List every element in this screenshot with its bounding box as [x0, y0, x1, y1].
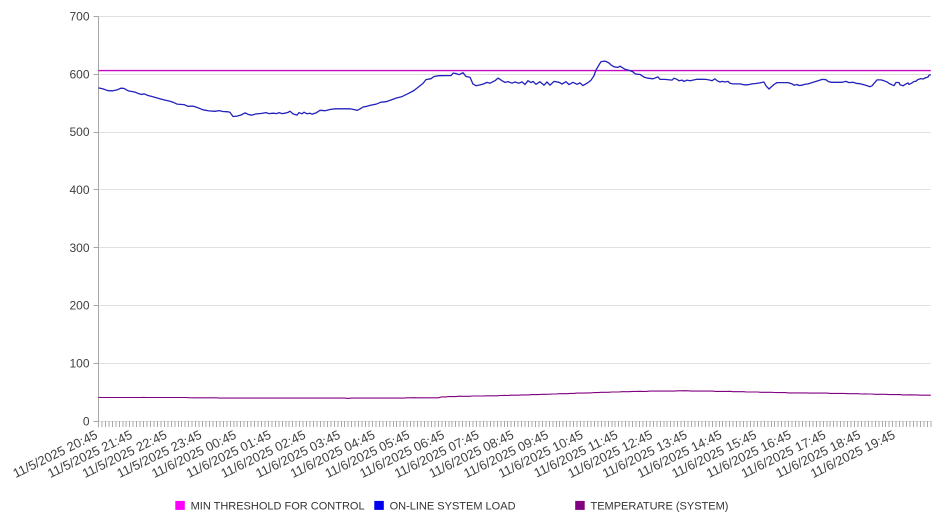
svg-text:400: 400: [69, 183, 89, 197]
svg-text:500: 500: [69, 125, 89, 139]
svg-text:300: 300: [69, 241, 89, 255]
svg-text:100: 100: [69, 357, 89, 371]
svg-text:700: 700: [69, 10, 89, 24]
svg-text:MIN THRESHOLD FOR CONTROL: MIN THRESHOLD FOR CONTROL: [191, 500, 365, 512]
svg-text:TEMPERATURE (SYSTEM): TEMPERATURE (SYSTEM): [591, 500, 729, 512]
svg-text:200: 200: [69, 299, 89, 313]
svg-text:0: 0: [83, 414, 90, 428]
svg-text:600: 600: [69, 67, 89, 81]
svg-text:ON-LINE SYSTEM LOAD: ON-LINE SYSTEM LOAD: [390, 500, 516, 512]
